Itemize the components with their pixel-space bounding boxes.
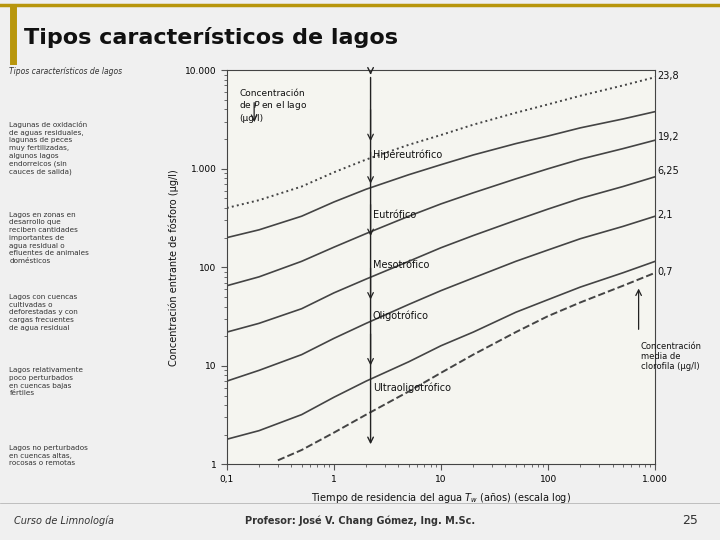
Text: Oligotrófico: Oligotrófico: [373, 311, 428, 321]
Text: 19,2: 19,2: [657, 132, 679, 142]
Text: 25: 25: [683, 514, 698, 527]
Text: Eutrófico: Eutrófico: [373, 210, 416, 220]
Text: Concentración
de $P$ en el lago
(µg/l): Concentración de $P$ en el lago (µg/l): [239, 89, 307, 123]
Text: 23,8: 23,8: [657, 71, 679, 80]
Text: 2,1: 2,1: [657, 210, 673, 220]
Text: 6,25: 6,25: [657, 166, 679, 176]
Text: Curso de Limnología: Curso de Limnología: [14, 515, 114, 526]
Y-axis label: Concentración entrante de fósforo (µg/l): Concentración entrante de fósforo (µg/l): [168, 169, 179, 366]
Text: Mesotrófico: Mesotrófico: [373, 260, 429, 270]
Text: Ultraoligotrófico: Ultraoligotrófico: [373, 382, 451, 393]
Text: Lagos con cuencas
cultivadas o
deforestadas y con
cargas frecuentes
de agua resi: Lagos con cuencas cultivadas o deforesta…: [9, 294, 78, 331]
Text: Concentración
media de
clorofila (µg/l): Concentración media de clorofila (µg/l): [641, 342, 702, 372]
Text: Hipereutrófico: Hipereutrófico: [373, 149, 442, 160]
Text: Tipos característicos de lagos: Tipos característicos de lagos: [24, 27, 397, 48]
Text: Lagos no perturbados
en cuencas altas,
rocosas o remotas: Lagos no perturbados en cuencas altas, r…: [9, 445, 89, 467]
Text: Lagos en zonas en
desarrollo que
reciben cantidades
importantes de
agua residual: Lagos en zonas en desarrollo que reciben…: [9, 212, 89, 264]
Text: Lagunas de oxidación
de aguas residuales,
lagunas de peces
muy fertilizadas,
alg: Lagunas de oxidación de aguas residuales…: [9, 121, 88, 176]
X-axis label: Tiempo de residencia del agua $T_w$ (años) (escala log): Tiempo de residencia del agua $T_w$ (año…: [311, 491, 571, 505]
Text: Lagos relativamente
poco perturbados
en cuencas bajas
fértiles: Lagos relativamente poco perturbados en …: [9, 367, 84, 396]
Text: Profesor: José V. Chang Gómez, Ing. M.Sc.: Profesor: José V. Chang Gómez, Ing. M.Sc…: [245, 515, 475, 526]
Text: 0,7: 0,7: [657, 267, 673, 277]
Text: Tipos característicos de lagos: Tipos característicos de lagos: [9, 67, 122, 76]
